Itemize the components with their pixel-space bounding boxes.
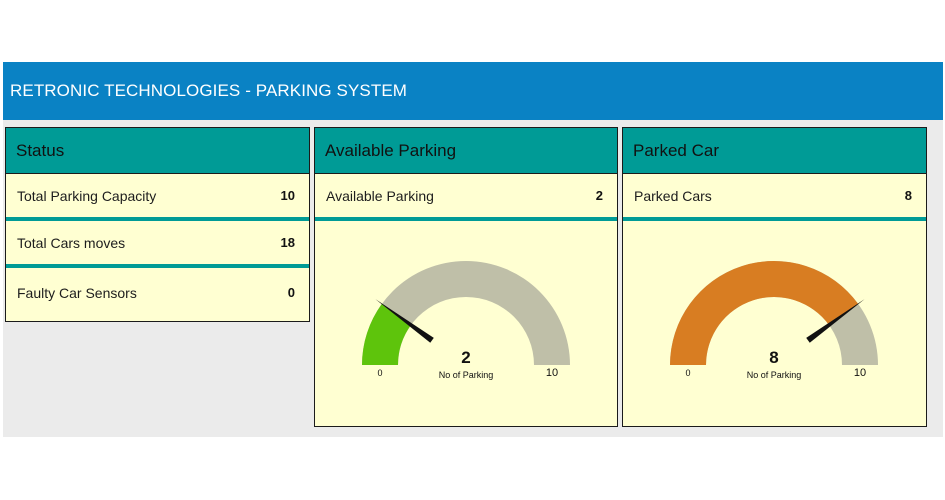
available-panel-header: Available Parking — [315, 128, 617, 174]
stat-label: Faulty Car Sensors — [17, 284, 137, 301]
stat-row-total-moves: Total Cars moves 18 — [6, 221, 309, 268]
stat-value: 18 — [280, 235, 295, 250]
gauge-caption: No of Parking — [439, 370, 494, 380]
stat-value: 10 — [280, 188, 295, 203]
app-header: RETRONIC TECHNOLOGIES - PARKING SYSTEM — [3, 62, 943, 120]
gauge-max-label: 10 — [854, 367, 866, 379]
stat-label: Parked Cars — [634, 187, 712, 204]
gauge-value-label: 2 — [461, 348, 470, 367]
status-panel-title: Status — [16, 140, 65, 160]
status-panel: Status Total Parking Capacity 10 Total C… — [5, 127, 310, 322]
gauge-fill — [670, 260, 859, 365]
gauge-min-label: 0 — [685, 368, 690, 378]
available-panel-title: Available Parking — [325, 140, 457, 160]
gauge-caption: No of Parking — [747, 370, 802, 380]
gauge-needle — [806, 299, 865, 343]
stat-value: 2 — [595, 188, 603, 203]
available-parking-panel: Available Parking Available Parking 2 2 … — [314, 127, 618, 427]
gauge-max-label: 10 — [546, 367, 558, 379]
gauge-needle — [375, 299, 434, 343]
app-title: RETRONIC TECHNOLOGIES - PARKING SYSTEM — [10, 81, 408, 100]
parked-gauge: 8 No of Parking 0 10 — [623, 221, 926, 421]
gauge-min-label: 0 — [377, 368, 382, 378]
parked-car-panel: Parked Car Parked Cars 8 8 No of Parking… — [622, 127, 927, 427]
stat-label: Total Parking Capacity — [17, 187, 157, 204]
stat-value: 8 — [904, 188, 912, 203]
gauge-value-label: 8 — [769, 348, 778, 367]
gauge-fill — [362, 303, 411, 365]
dashboard: Status Total Parking Capacity 10 Total C… — [3, 120, 943, 437]
gauge-track — [362, 261, 570, 365]
parked-panel-title: Parked Car — [633, 140, 719, 160]
stat-value: 0 — [287, 285, 295, 300]
status-panel-header: Status — [6, 128, 309, 174]
stat-row-faulty-sensors: Faulty Car Sensors 0 — [6, 268, 309, 317]
parked-panel-header: Parked Car — [623, 128, 926, 174]
stat-label: Available Parking — [326, 187, 434, 204]
stat-row-total-capacity: Total Parking Capacity 10 — [6, 174, 309, 221]
stat-row-available: Available Parking 2 — [315, 174, 617, 221]
stat-row-parked: Parked Cars 8 — [623, 174, 926, 221]
stat-label: Total Cars moves — [17, 234, 126, 251]
available-gauge: 2 No of Parking 0 10 — [315, 221, 617, 421]
